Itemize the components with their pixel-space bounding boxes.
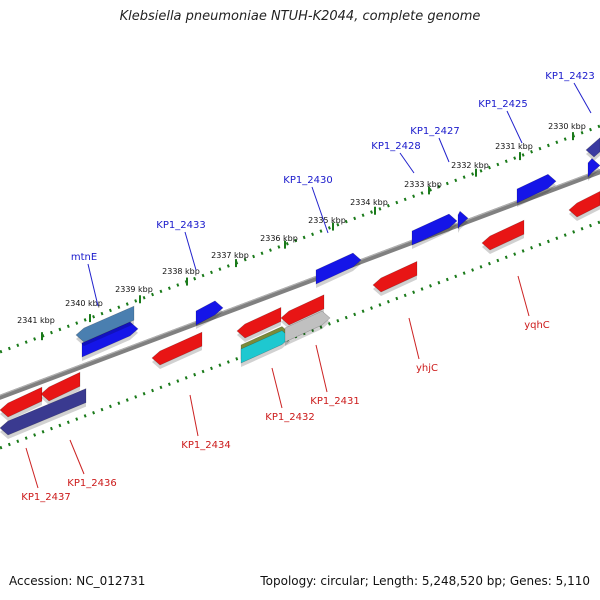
- reverse-gene-arrow[interactable]: [372, 260, 418, 293]
- gene-leader-line: [87, 263, 99, 307]
- gene-label-yhjC[interactable]: yhjC: [416, 363, 438, 374]
- reverse-gene-arrow[interactable]: [280, 294, 325, 326]
- reverse-gene-arrow[interactable]: [284, 310, 331, 343]
- reverse-gene-arrow[interactable]: [236, 306, 282, 339]
- gene-leader-line: [517, 275, 530, 317]
- forward-gene-arrow[interactable]: [457, 210, 469, 230]
- kbp-tick-label: 2334 kbp: [350, 198, 388, 207]
- reverse-gene-arrow[interactable]: [0, 386, 43, 418]
- forward-gene-arrow[interactable]: [315, 252, 362, 285]
- kbp-tick-label: 2335 kbp: [308, 216, 346, 225]
- gene-label-KP1_2432[interactable]: KP1_2432: [265, 412, 314, 423]
- gene-leader-line: [573, 82, 592, 114]
- genome-backbone-highlight: [0, 169, 600, 396]
- kbp-tick-label: 2336 kbp: [260, 234, 298, 243]
- gene-leader-line: [271, 367, 283, 409]
- gene-label-KP1_2428[interactable]: KP1_2428: [371, 141, 420, 152]
- kbp-tick-label: 2338 kbp: [162, 267, 200, 276]
- kbp-tick-label: 2341 kbp: [17, 316, 55, 325]
- forward-gene-arrow[interactable]: [587, 158, 600, 178]
- kbp-tick-label: 2333 kbp: [404, 180, 442, 189]
- forward-gene-arrow[interactable]: [411, 213, 458, 246]
- reverse-gene-arrow[interactable]: [40, 371, 81, 402]
- gene-leader-line: [438, 137, 450, 163]
- gene-leader-line: [25, 447, 39, 489]
- gene-label-KP1_2437[interactable]: KP1_2437: [21, 492, 70, 503]
- kbp-tick-label: 2339 kbp: [115, 285, 153, 294]
- gene-label-KP1_2427[interactable]: KP1_2427: [410, 126, 459, 137]
- reverse-gene-arrow[interactable]: [568, 190, 600, 218]
- reverse-gene-arrow[interactable]: [0, 388, 87, 436]
- forward-gene-arrow[interactable]: [585, 137, 600, 158]
- gene-features: [0, 137, 600, 439]
- gene-leader-line: [506, 110, 523, 144]
- gene-label-KP1_2431[interactable]: KP1_2431: [310, 396, 359, 407]
- gene-leader-line: [189, 394, 199, 437]
- gene-label-yqhC[interactable]: yqhC: [524, 320, 550, 331]
- gene-leader-line: [311, 186, 329, 234]
- gene-label-KP1_2425[interactable]: KP1_2425: [478, 99, 527, 110]
- accession-text: Accession: NC_012731: [9, 574, 146, 588]
- gene-leader-line: [315, 344, 328, 393]
- gene-leader-line: [69, 439, 85, 475]
- kbp-tick-label: 2337 kbp: [211, 251, 249, 260]
- forward-gene-arrow[interactable]: [516, 173, 557, 204]
- kbp-tick-label: 2331 kbp: [495, 142, 533, 151]
- gene-leader-line: [184, 231, 197, 271]
- map-title: Klebsiella pneumoniae NTUH-K2044, comple…: [119, 9, 481, 24]
- reverse-gene-arrow[interactable]: [481, 219, 525, 251]
- reverse-gene-arrow[interactable]: [151, 331, 203, 366]
- kbp-tick-label: 2340 kbp: [65, 299, 103, 308]
- gene-label-KP1_2423[interactable]: KP1_2423: [545, 71, 594, 82]
- kbp-scale: 2330 kbp 2331 kbp 2332 kbp 2333 kbp 2334 kbp…: [17, 122, 586, 341]
- gene-labels: KP1_2423 KP1_2425 KP1_2427 KP1_2428 KP1_2430…: [21, 71, 594, 503]
- gene-leader-line: [408, 317, 420, 360]
- kbp-tick-label: 2330 kbp: [548, 122, 586, 131]
- gene-label-KP1_2434[interactable]: KP1_2434: [181, 440, 230, 451]
- forward-gene-arrow[interactable]: [195, 300, 224, 326]
- gene-leader-line: [399, 152, 415, 174]
- gene-label-mtnE[interactable]: mtnE: [71, 252, 97, 263]
- gene-label-KP1_2436[interactable]: KP1_2436: [67, 478, 116, 489]
- gene-label-KP1_2433[interactable]: KP1_2433: [156, 220, 205, 231]
- forward-gene-arrow[interactable]: [75, 305, 135, 343]
- topology-text: Topology: circular; Length: 5,248,520 bp…: [260, 574, 590, 588]
- forward-gene-arrow[interactable]: [81, 321, 139, 358]
- kbp-tick-label: 2332 kbp: [451, 161, 489, 170]
- gene-label-KP1_2430[interactable]: KP1_2430: [283, 175, 332, 186]
- genome-backbone: [0, 169, 600, 400]
